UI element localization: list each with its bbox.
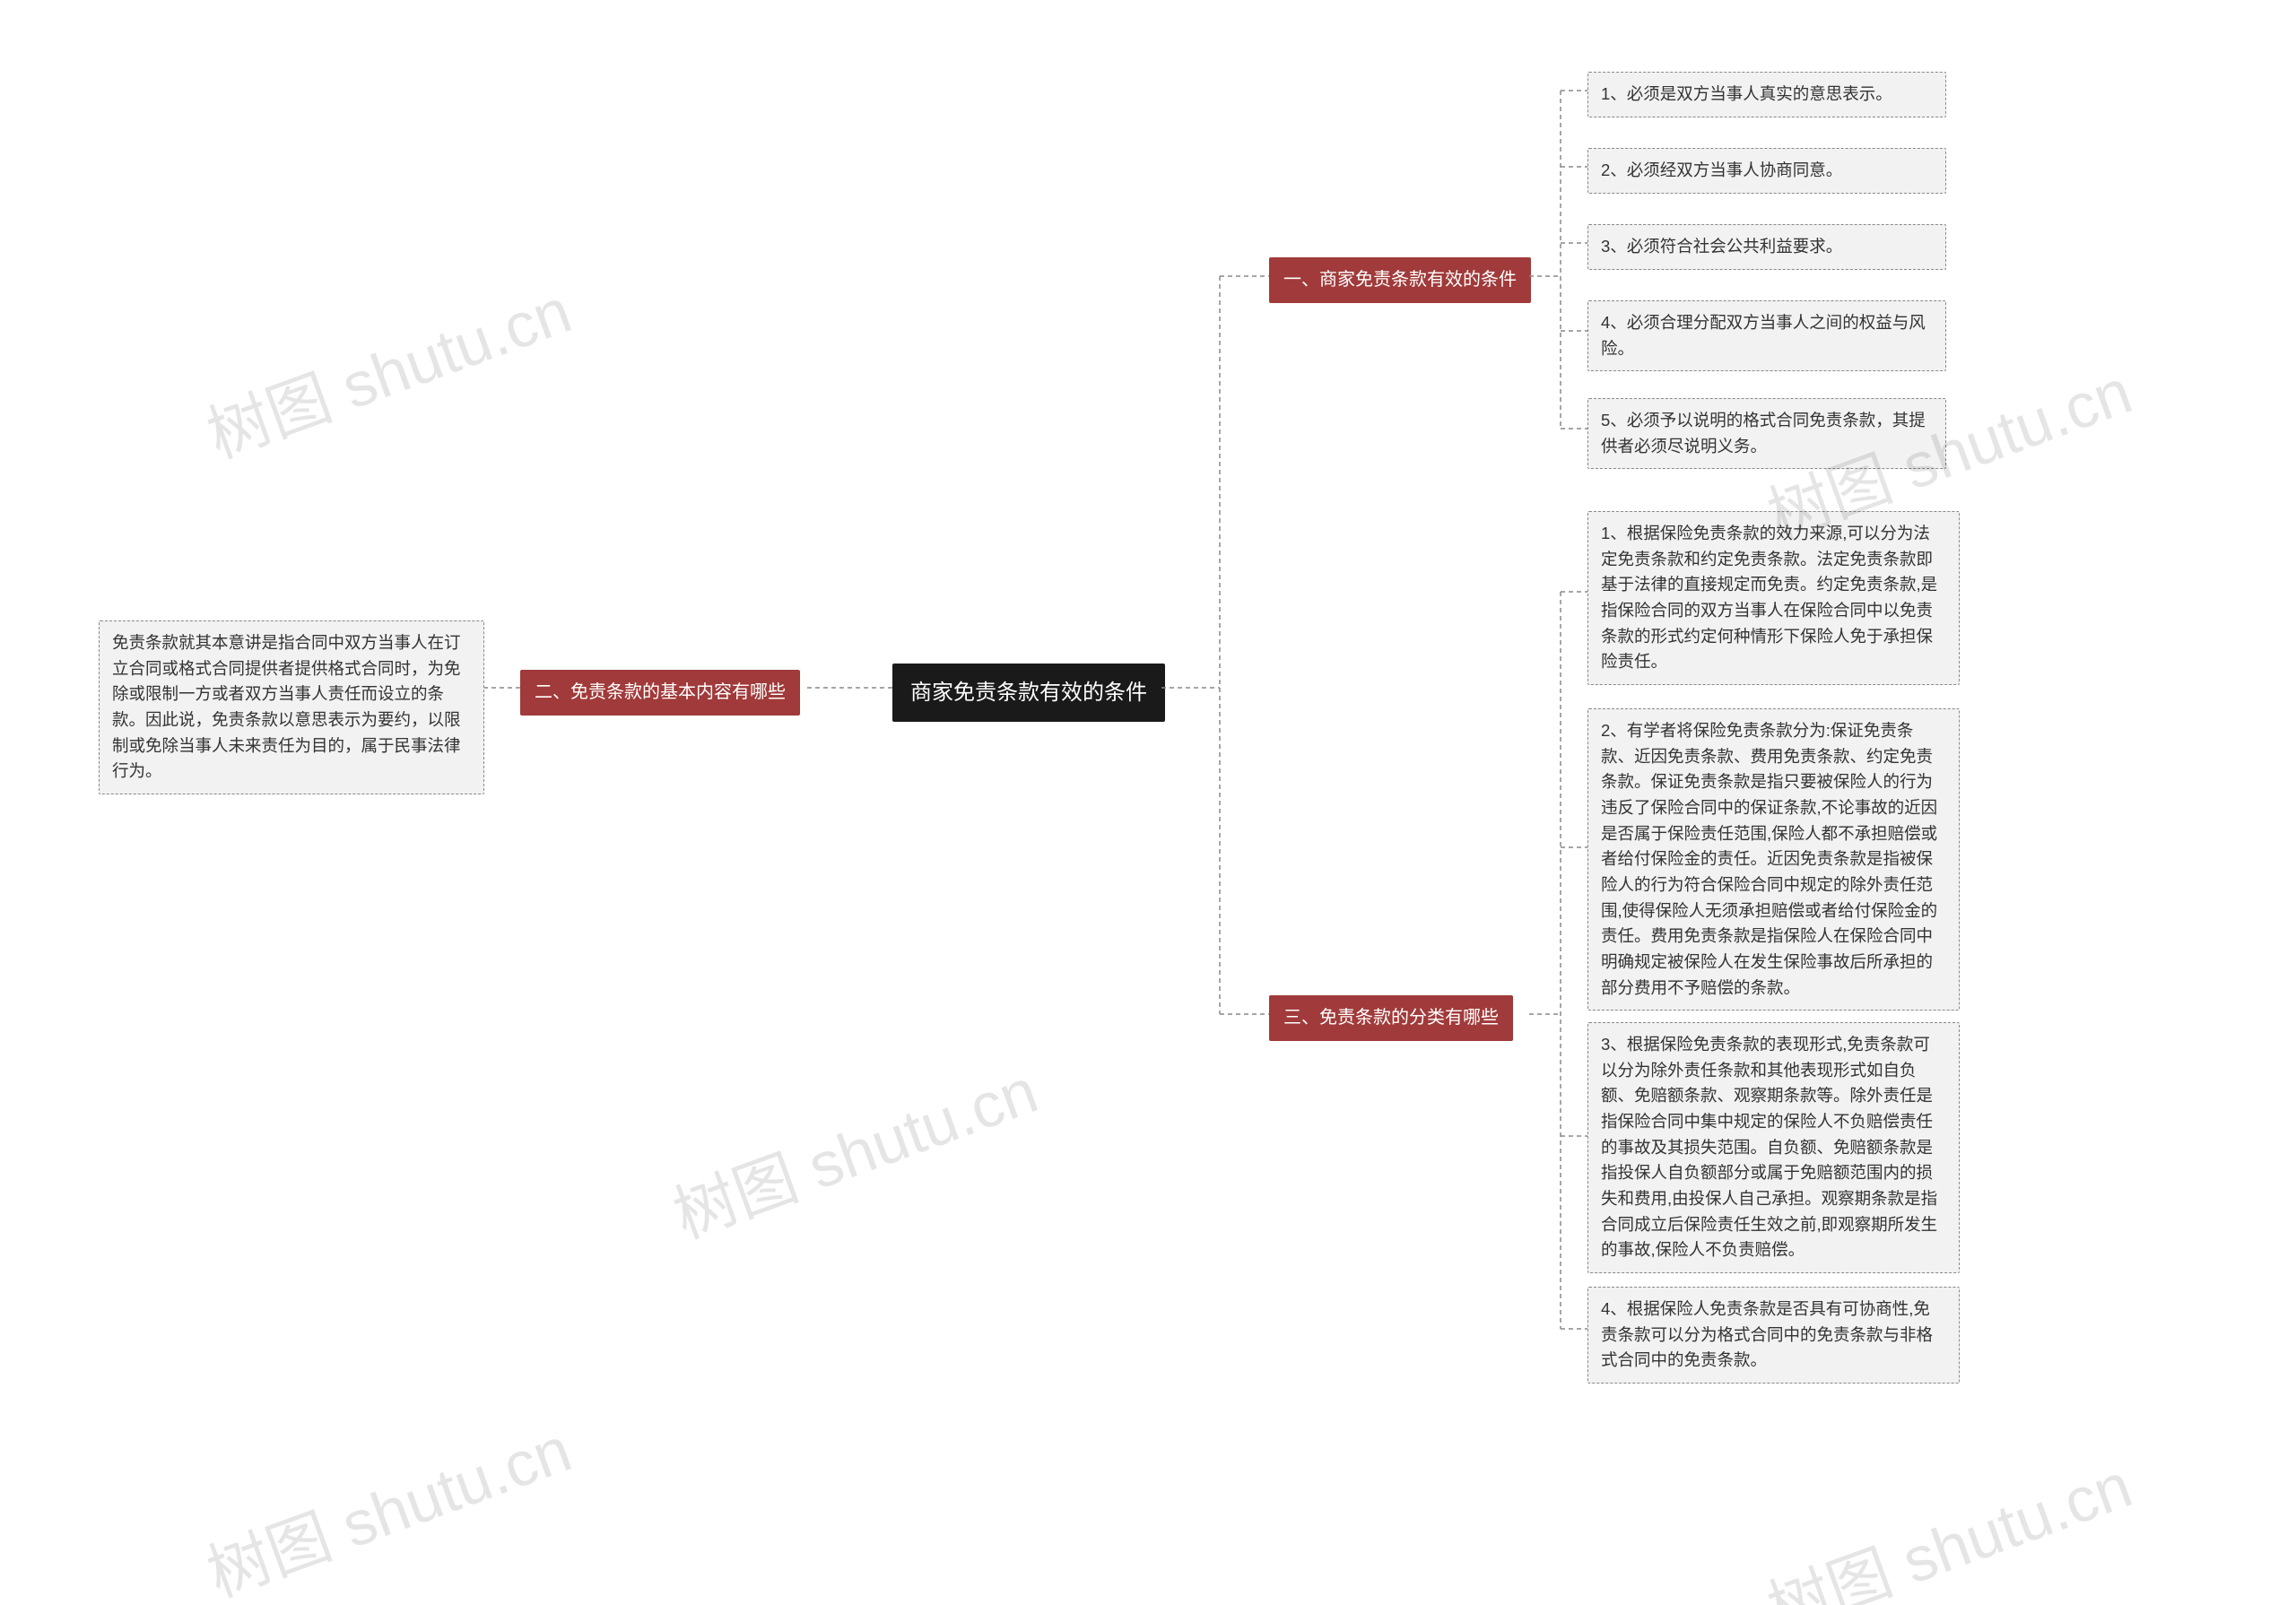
branch-1: 一、商家免责条款有效的条件: [1269, 257, 1531, 303]
branch-3: 三、免责条款的分类有哪些: [1269, 995, 1513, 1041]
mindmap-root: 商家免责条款有效的条件: [892, 664, 1165, 722]
branch-3-leaf-2: 2、有学者将保险免责条款分为:保证免责条款、近因免责条款、费用免责条款、约定免责…: [1587, 708, 1960, 1011]
watermark: 树图 shutu.cn: [193, 261, 581, 476]
watermark: 树图 shutu.cn: [1753, 1436, 2142, 1605]
branch-3-leaf-3: 3、根据保险免责条款的表现形式,免责条款可以分为除外责任条款和其他表现形式如自负…: [1587, 1022, 1960, 1273]
branch-2-leaf: 免责条款就其本意讲是指合同中双方当事人在订立合同或格式合同提供者提供格式合同时，…: [99, 620, 484, 794]
branch-1-leaf-2: 2、必须经双方当事人协商同意。: [1587, 148, 1946, 194]
branch-1-leaf-1: 1、必须是双方当事人真实的意思表示。: [1587, 72, 1946, 117]
branch-1-leaf-4: 4、必须合理分配双方当事人之间的权益与风险。: [1587, 300, 1946, 371]
branch-2: 二、免责条款的基本内容有哪些: [520, 670, 800, 716]
branch-3-leaf-4: 4、根据保险人免责条款是否具有可协商性,免责条款可以分为格式合同中的免责条款与非…: [1587, 1287, 1960, 1384]
branch-3-leaf-1: 1、根据保险免责条款的效力来源,可以分为法定免责条款和约定免责条款。法定免责条款…: [1587, 511, 1960, 685]
branch-1-leaf-3: 3、必须符合社会公共利益要求。: [1587, 224, 1946, 270]
watermark: 树图 shutu.cn: [659, 1041, 1048, 1256]
branch-1-leaf-5: 5、必须予以说明的格式合同免责条款，其提供者必须尽说明义务。: [1587, 398, 1946, 469]
watermark: 树图 shutu.cn: [193, 1400, 581, 1605]
